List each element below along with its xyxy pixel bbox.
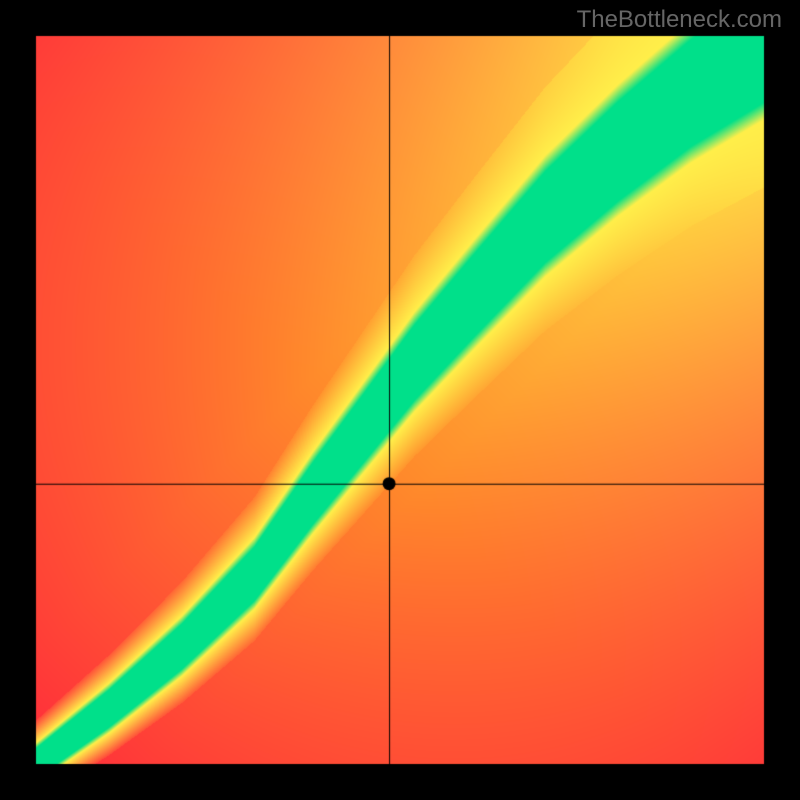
watermark: TheBottleneck.com <box>577 6 782 34</box>
bottleneck-heatmap <box>0 0 800 800</box>
